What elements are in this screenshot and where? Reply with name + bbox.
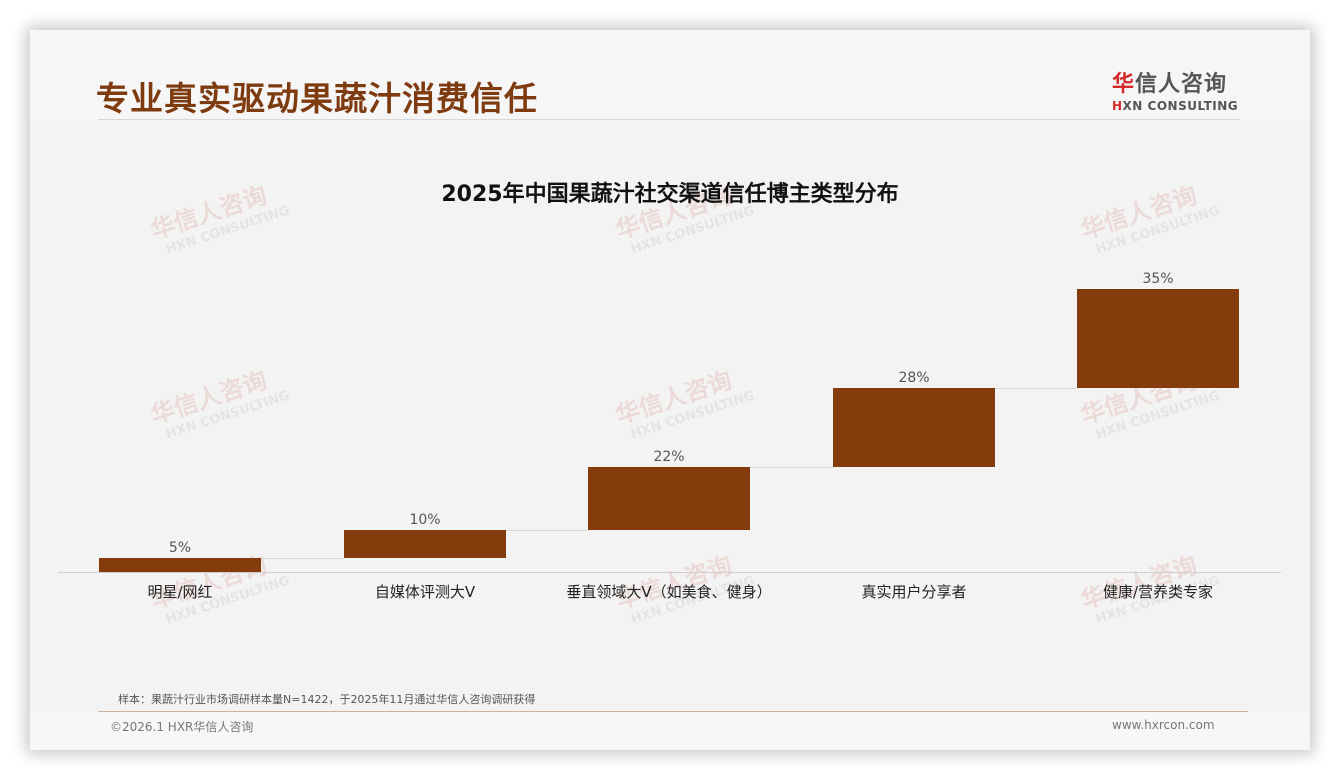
category-label: 明星/网红 (147, 583, 213, 601)
copyright-text: ©2026.1 HXR华信人咨询 (110, 720, 254, 734)
company-logo: 华信人咨询 HXN CONSULTING (1112, 66, 1242, 113)
category-label: 垂直领域大V（如美食、健身） (566, 583, 772, 601)
chart-bar (344, 529, 506, 558)
logo-en-mark: H (1112, 99, 1123, 113)
bar-value-label: 22% (653, 449, 685, 466)
connector-line (995, 388, 1077, 390)
logo-chinese: 华信人咨询 (1112, 66, 1242, 98)
x-axis-line (58, 572, 1281, 573)
page-title: 专业真实驱动果蔬汁消费信任 (96, 79, 538, 118)
chart-bar (1077, 289, 1239, 389)
chart-title: 2025年中国果蔬汁社交渠道信任博主类型分布 (441, 182, 899, 207)
waterfall-chart: 5% 明星/网红 10% 自媒体评测大V 22% 垂直领域大V（如美食、健身） 28% 真实用… (30, 30, 1310, 750)
bar-value-label: 10% (409, 511, 441, 528)
chart-bar (588, 467, 750, 530)
header-divider (98, 119, 1240, 120)
category-label: 健康/营养类专家 (1102, 583, 1214, 601)
chart-bar (99, 557, 261, 572)
header-band (30, 30, 1310, 120)
bar-value-label: 35% (1142, 271, 1174, 287)
logo-name: 信人咨询 (1135, 72, 1228, 97)
connector-line (261, 557, 344, 559)
logo-en-name: XN CONSULTING (1122, 99, 1239, 113)
slide: 专业真实驱动果蔬汁消费信任 华信人咨询 HXN CONSULTING 华信人咨询… (30, 30, 1310, 750)
connector-line (750, 467, 833, 469)
bar-value-label: 5% (168, 539, 192, 556)
category-label: 自媒体评测大V (374, 583, 476, 601)
bar-value-label: 28% (898, 370, 930, 387)
sample-note: 样本：果蔬汁行业市场调研样本量N=1422，于2025年11月通过华信人咨询调研… (118, 693, 536, 706)
connector-line (506, 529, 588, 531)
category-label: 真实用户分享者 (861, 583, 967, 601)
logo-english: HXN CONSULTING (1112, 99, 1242, 113)
website-link[interactable]: www.hxrcon.com (1112, 718, 1215, 732)
footer-divider (98, 711, 1248, 712)
logo-mark: 华 (1112, 72, 1136, 97)
footer-band (30, 712, 1310, 750)
chart-bar (833, 388, 995, 468)
